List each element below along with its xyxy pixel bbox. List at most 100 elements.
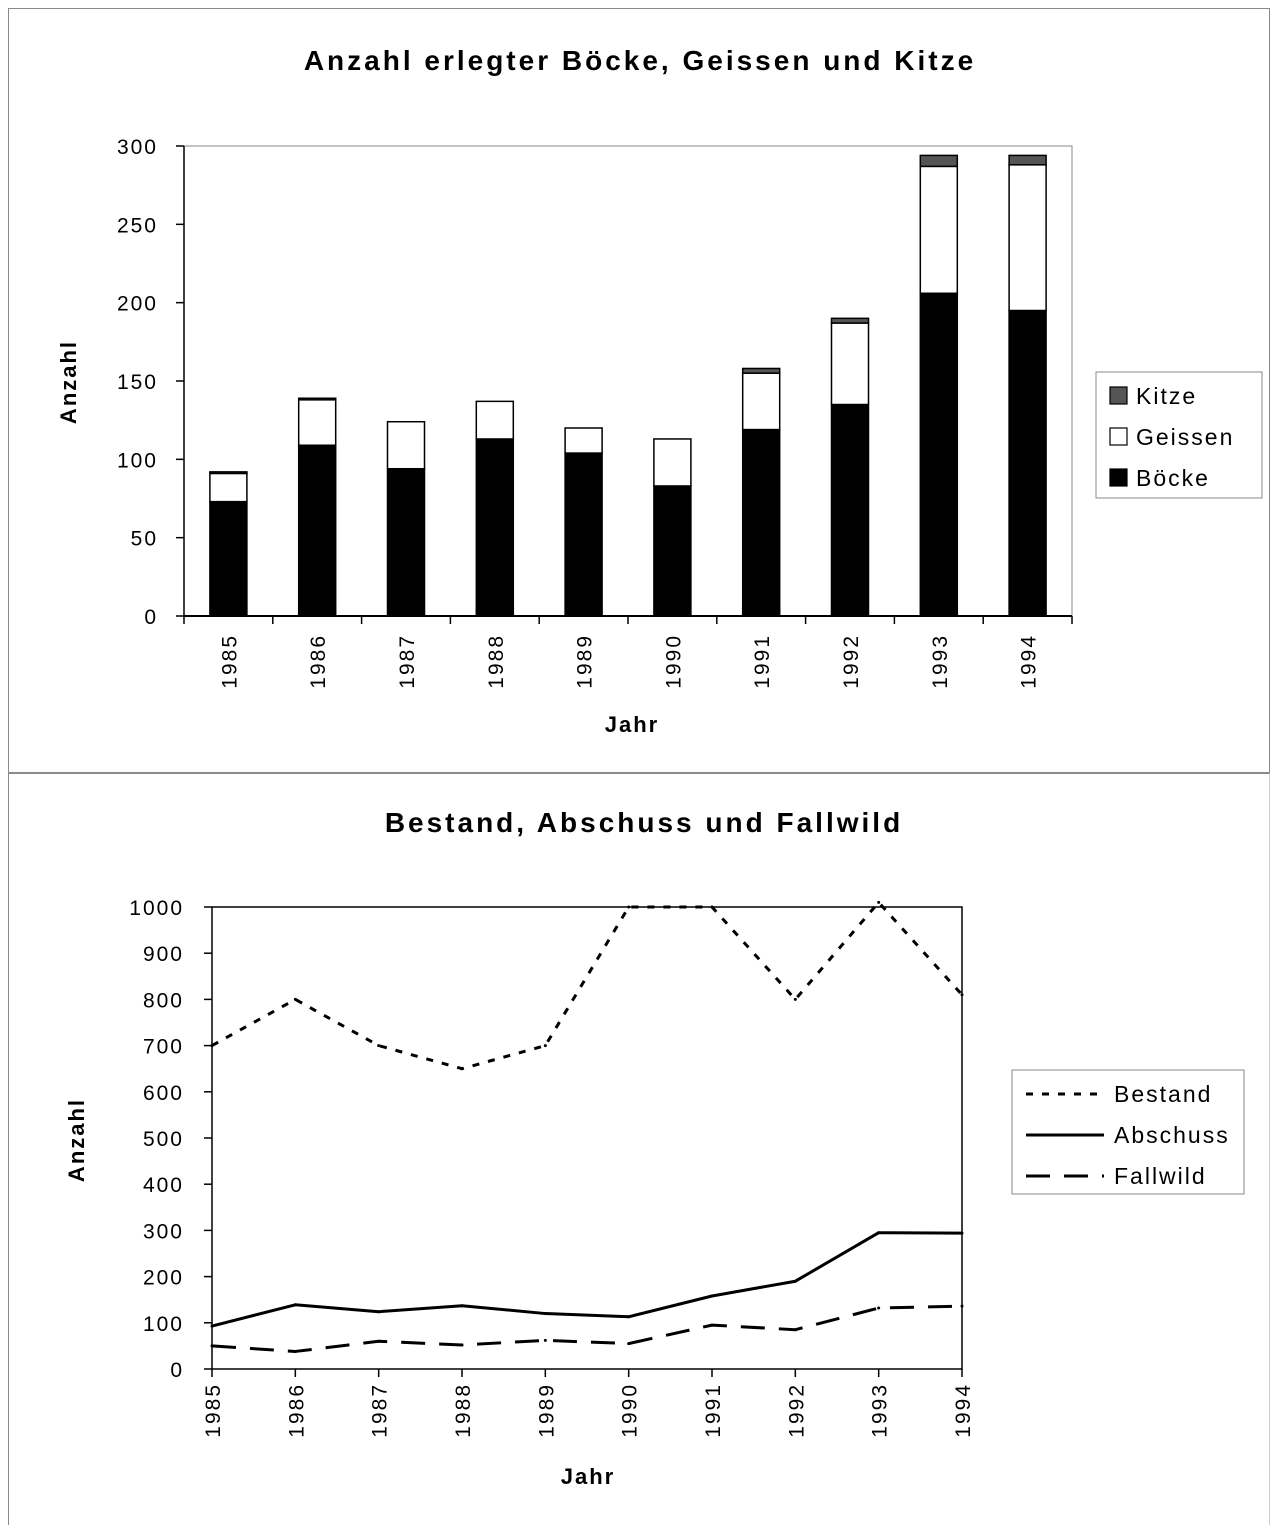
bar-y-tick-label: 250: [117, 214, 158, 237]
line-x-tick-label: 1991: [702, 1383, 725, 1438]
bar-boecke-1987: [386, 467, 426, 617]
bar-geissen-1989: [564, 427, 603, 454]
bar-x-axis: 1985 1986 1987 1988 1989 1990 1991 1992 1993 1994: [183, 616, 1073, 689]
bar-legend-swatch-geissen: [1109, 427, 1128, 446]
bar-kitze-1986: [297, 397, 337, 401]
line-marks: [210, 900, 964, 1353]
bar-x-tick-label: 1993: [929, 634, 952, 689]
bar-y-tick-label: 200: [117, 293, 158, 316]
bar-geissen-1990: [653, 438, 692, 487]
bar-geissen-1988: [475, 400, 515, 440]
line-x-tick-label: 1988: [452, 1383, 475, 1438]
point-bestand-1988: [460, 1067, 464, 1071]
point-bestand-1991: [710, 905, 714, 909]
line-x-tick-label: 1992: [785, 1383, 808, 1438]
bar-x-tick-label: 1990: [662, 634, 685, 689]
line-x-axis-label: Jahr: [561, 1464, 615, 1489]
line-y-tick-label: 100: [143, 1313, 184, 1336]
bar-kitze-1991: [741, 367, 781, 374]
point-fallwild-1992: [793, 1328, 797, 1332]
bar-legend-label-boecke: Böcke: [1136, 465, 1210, 491]
line-x-tick-label: 1986: [285, 1383, 308, 1438]
bar-legend-swatch-kitze: [1109, 386, 1128, 405]
line-x-tick-label: 1990: [619, 1383, 642, 1438]
bar-geissen-1992: [830, 322, 870, 406]
line-legend-box: [1011, 1069, 1245, 1195]
point-bestand-1992: [793, 997, 797, 1001]
point-bestand-1990: [627, 905, 631, 909]
bar-x-tick-label: 1988: [485, 634, 508, 689]
bar-boecke-1986: [297, 444, 337, 617]
bar-x-tick-label: 1991: [751, 634, 774, 689]
point-abschuss-1986: [293, 1303, 297, 1307]
bar-boecke-1990: [653, 485, 692, 617]
series-line-fallwild: [211, 1304, 963, 1353]
bar-boecke-1991: [741, 428, 781, 617]
line-y-tick-label: 800: [143, 989, 184, 1012]
line-plot-area: [211, 906, 963, 1370]
point-fallwild-1989: [543, 1338, 547, 1342]
bar-y-tick-label: 50: [131, 528, 158, 551]
line-legend: Bestand Abschuss Fallwild: [1011, 1069, 1245, 1195]
bar-kitze-1993: [919, 154, 959, 168]
line-y-tick-label: 400: [143, 1174, 184, 1197]
point-bestand-1985: [210, 1044, 214, 1048]
point-abschuss-1994: [960, 1231, 964, 1235]
bar-y-tick-label: 0: [144, 606, 158, 629]
point-fallwild-1993: [877, 1306, 881, 1310]
point-abschuss-1992: [793, 1279, 797, 1283]
bar-geissen-1994: [1008, 164, 1047, 312]
bar-geissen-1991: [741, 372, 781, 431]
bar-boecke-1993: [919, 292, 959, 617]
bar-x-tick-label: 1992: [840, 634, 863, 689]
point-bestand-1993: [877, 900, 881, 904]
bar-kitze-1994: [1008, 154, 1047, 166]
point-bestand-1986: [293, 997, 297, 1001]
bar-y-tick-label: 100: [117, 449, 158, 472]
point-bestand-1994: [960, 993, 964, 997]
line-x-axis: 1985 1986 1987 1988 1989 1990 1991 1992 1993 1994: [202, 1369, 975, 1438]
bar-x-tick-label: 1986: [307, 634, 330, 689]
bar-boecke-1988: [475, 438, 515, 617]
line-legend-label-fallwild: Fallwild: [1114, 1163, 1207, 1189]
bar-legend-swatch-boecke: [1109, 468, 1128, 487]
bar-boecke-1992: [830, 403, 870, 617]
line-y-tick-label: 200: [143, 1267, 184, 1290]
line-y-tick-label: 600: [143, 1082, 184, 1105]
bar-geissen-1987: [386, 420, 426, 470]
bar-marks: [209, 154, 1047, 617]
line-legend-label-abschuss: Abschuss: [1114, 1122, 1230, 1148]
point-bestand-1989: [543, 1044, 547, 1048]
bar-boecke-1985: [209, 500, 248, 617]
point-abschuss-1989: [543, 1312, 547, 1316]
bar-y-tick-label: 150: [117, 371, 158, 394]
line-chart-panel: [8, 773, 1270, 1525]
point-fallwild-1988: [460, 1343, 464, 1347]
bar-x-axis-label: Jahr: [605, 712, 659, 737]
bar-chart-title: Anzahl erlegter Böcke, Geissen und Kitze: [304, 45, 976, 76]
bar-chart: Anzahl erlegter Böcke, Geissen und Kitze…: [56, 45, 1263, 737]
point-fallwild-1994: [960, 1304, 964, 1308]
bar-x-tick-label: 1994: [1018, 634, 1041, 689]
point-fallwild-1987: [377, 1339, 381, 1343]
point-fallwild-1985: [210, 1344, 214, 1348]
line-x-tick-label: 1989: [535, 1383, 558, 1438]
line-y-tick-label: 700: [143, 1036, 184, 1059]
bar-geissen-1986: [297, 399, 337, 446]
line-x-tick-label: 1987: [369, 1383, 392, 1438]
line-y-tick-label: 1000: [129, 897, 184, 920]
line-y-tick-label: 900: [143, 943, 184, 966]
series-line-abschuss: [211, 1231, 963, 1328]
line-chart: Bestand, Abschuss und Fallwild 0 100 200 30…: [64, 807, 1245, 1489]
point-fallwild-1986: [293, 1349, 297, 1353]
point-fallwild-1990: [627, 1342, 631, 1346]
point-abschuss-1987: [377, 1310, 381, 1314]
bar-chart-panel: [8, 8, 1270, 773]
bar-geissen-1985: [209, 472, 248, 503]
line-x-tick-label: 1985: [202, 1383, 225, 1438]
bar-x-tick-label: 1985: [218, 634, 241, 689]
bar-x-tick-label: 1987: [396, 634, 419, 689]
line-y-tick-label: 500: [143, 1128, 184, 1151]
bar-x-tick-label: 1989: [574, 634, 597, 689]
